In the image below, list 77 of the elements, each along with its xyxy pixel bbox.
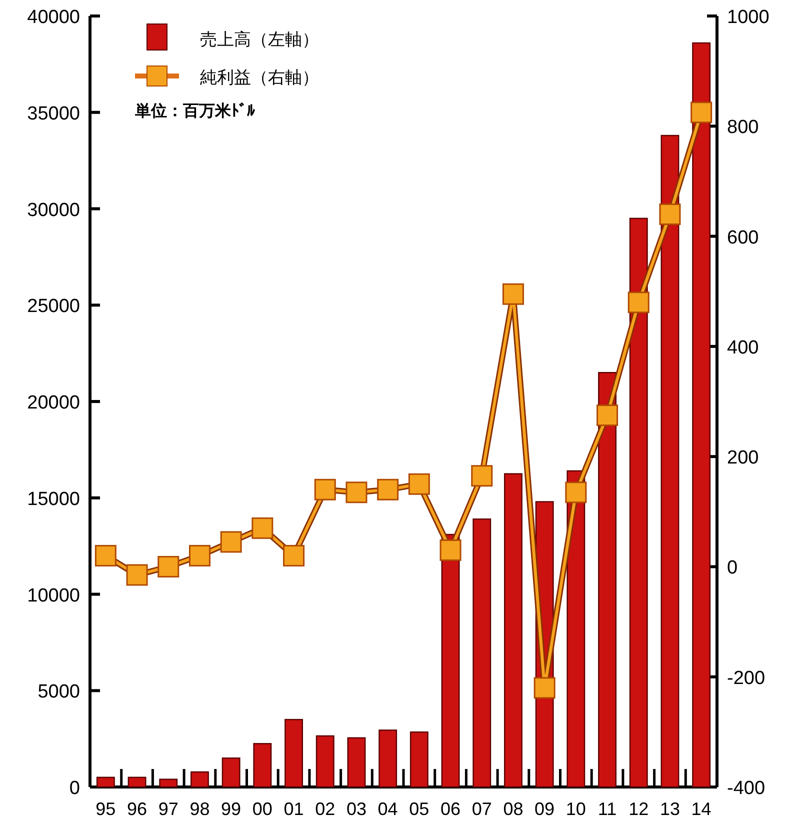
bar bbox=[504, 473, 522, 788]
x-tick-label: 07 bbox=[472, 799, 492, 819]
x-tick-label: 03 bbox=[346, 799, 366, 819]
bar bbox=[284, 718, 303, 788]
x-tick-label: 02 bbox=[315, 799, 336, 819]
x-tick-label: 08 bbox=[503, 799, 524, 819]
bar bbox=[410, 731, 428, 788]
x-tick-label: 12 bbox=[628, 799, 649, 819]
point bbox=[314, 478, 336, 500]
y-tick-label: 35000 bbox=[27, 103, 80, 124]
x-tick-label: 14 bbox=[691, 799, 712, 819]
bar bbox=[378, 730, 398, 788]
x-tick-label: 98 bbox=[190, 799, 210, 819]
point bbox=[283, 544, 305, 566]
point bbox=[408, 473, 430, 495]
y-tick-label: 20000 bbox=[27, 392, 80, 414]
y-tick-label: 25000 bbox=[27, 296, 80, 318]
point bbox=[440, 539, 462, 561]
x-tick-label: 99 bbox=[221, 799, 242, 819]
point bbox=[565, 482, 587, 504]
point bbox=[94, 544, 116, 566]
point bbox=[188, 544, 210, 566]
bar bbox=[598, 372, 616, 788]
point bbox=[502, 283, 524, 305]
x-tick-label: 11 bbox=[598, 799, 617, 819]
y2-tick-label: 400 bbox=[727, 337, 759, 358]
y-tick-label: 15000 bbox=[27, 488, 80, 510]
point bbox=[346, 482, 368, 504]
y-tick-label: 10000 bbox=[27, 585, 80, 606]
point bbox=[252, 517, 274, 539]
x-tick-label: 01 bbox=[284, 799, 304, 819]
point bbox=[690, 102, 712, 124]
point bbox=[659, 204, 681, 226]
bar bbox=[347, 737, 366, 788]
bar bbox=[660, 134, 680, 788]
point bbox=[220, 531, 242, 553]
bar bbox=[128, 776, 146, 788]
y2-tick-label: 800 bbox=[727, 117, 759, 138]
y-tick-label: 0 bbox=[69, 778, 80, 799]
y2-tick-label: 1000 bbox=[727, 7, 770, 28]
point bbox=[596, 404, 618, 426]
x-tick-label: 13 bbox=[660, 799, 680, 819]
y-tick-label: 30000 bbox=[27, 200, 80, 221]
point bbox=[534, 677, 556, 699]
y2-tick-label: 600 bbox=[727, 227, 759, 248]
point bbox=[628, 292, 650, 314]
bar bbox=[316, 735, 334, 788]
point bbox=[158, 556, 180, 578]
y2-tick-label: 0 bbox=[727, 558, 738, 579]
x-tick-label: 10 bbox=[566, 799, 586, 819]
bar bbox=[253, 743, 272, 788]
point bbox=[471, 465, 493, 487]
bar bbox=[190, 771, 209, 788]
point bbox=[126, 564, 148, 586]
point bbox=[377, 478, 399, 500]
bar bbox=[472, 518, 492, 788]
x-tick-label: 05 bbox=[409, 799, 430, 819]
x-tick-label: 06 bbox=[440, 799, 461, 819]
bar bbox=[222, 757, 240, 788]
legend-label: 売上高（左軸） bbox=[200, 30, 319, 49]
x-tick-label: 97 bbox=[158, 799, 178, 819]
x-tick-label: 00 bbox=[252, 799, 272, 819]
bar bbox=[692, 42, 711, 788]
y2-tick-label: -200 bbox=[727, 668, 766, 689]
y-tick-label: 5000 bbox=[38, 682, 80, 703]
bar bbox=[629, 218, 648, 788]
y2-tick-label: 200 bbox=[727, 448, 759, 469]
legend-label: 純利益（右軸） bbox=[200, 68, 319, 87]
bar bbox=[96, 776, 115, 788]
y-tick-label: 40000 bbox=[27, 7, 80, 28]
x-tick-label: 95 bbox=[96, 799, 116, 819]
bar bbox=[159, 778, 178, 788]
x-tick-label: 96 bbox=[127, 799, 148, 819]
y2-tick-label: -400 bbox=[727, 778, 766, 799]
x-tick-label: 09 bbox=[534, 799, 555, 819]
annotation: 単位：百万米ﾄﾞﾙ bbox=[134, 102, 255, 120]
x-tick-label: 04 bbox=[378, 799, 398, 819]
